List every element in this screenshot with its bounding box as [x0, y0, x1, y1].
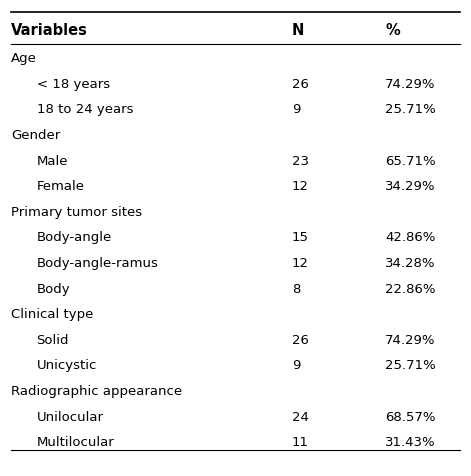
- Text: 12: 12: [292, 180, 309, 193]
- Text: 26: 26: [292, 78, 309, 90]
- Text: 74.29%: 74.29%: [385, 333, 436, 346]
- Text: 26: 26: [292, 333, 309, 346]
- Text: 24: 24: [292, 410, 309, 423]
- Text: Female: Female: [37, 180, 84, 193]
- Text: Variables: Variables: [11, 23, 88, 38]
- Text: 9: 9: [292, 103, 300, 116]
- Text: 15: 15: [292, 231, 309, 244]
- Text: Primary tumor sites: Primary tumor sites: [11, 205, 142, 218]
- Text: 74.29%: 74.29%: [385, 78, 436, 90]
- Text: Gender: Gender: [11, 129, 60, 142]
- Text: 31.43%: 31.43%: [385, 436, 436, 448]
- Text: N: N: [292, 23, 304, 38]
- Text: 65.71%: 65.71%: [385, 154, 436, 167]
- Text: Radiographic appearance: Radiographic appearance: [11, 384, 182, 397]
- Text: 22.86%: 22.86%: [385, 282, 436, 295]
- Text: %: %: [385, 23, 400, 38]
- Text: 42.86%: 42.86%: [385, 231, 436, 244]
- Text: 34.28%: 34.28%: [385, 257, 436, 269]
- Text: Solid: Solid: [37, 333, 69, 346]
- Text: Clinical type: Clinical type: [11, 307, 93, 320]
- Text: Body-angle-ramus: Body-angle-ramus: [37, 257, 158, 269]
- Text: Unicystic: Unicystic: [37, 359, 97, 372]
- Text: 23: 23: [292, 154, 309, 167]
- Text: 25.71%: 25.71%: [385, 359, 436, 372]
- Text: < 18 years: < 18 years: [37, 78, 110, 90]
- Text: 8: 8: [292, 282, 300, 295]
- Text: 12: 12: [292, 257, 309, 269]
- Text: Male: Male: [37, 154, 68, 167]
- Text: Multilocular: Multilocular: [37, 436, 114, 448]
- Text: 9: 9: [292, 359, 300, 372]
- Text: 11: 11: [292, 436, 309, 448]
- Text: 18 to 24 years: 18 to 24 years: [37, 103, 133, 116]
- Text: Age: Age: [11, 52, 37, 65]
- Text: Unilocular: Unilocular: [37, 410, 104, 423]
- Text: 25.71%: 25.71%: [385, 103, 436, 116]
- Text: 68.57%: 68.57%: [385, 410, 436, 423]
- Text: 34.29%: 34.29%: [385, 180, 436, 193]
- Text: Body: Body: [37, 282, 70, 295]
- Text: Body-angle: Body-angle: [37, 231, 112, 244]
